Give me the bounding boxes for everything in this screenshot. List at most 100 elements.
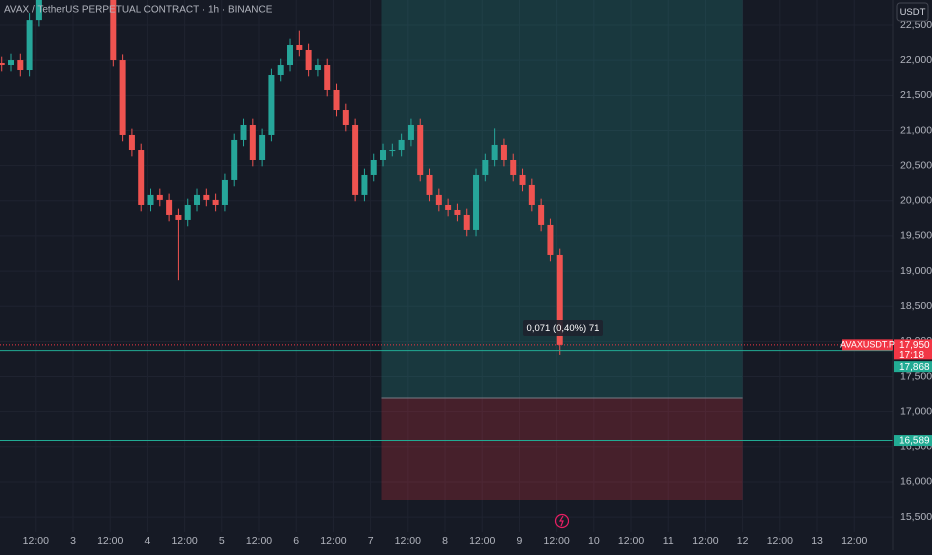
candle-body [435,194,442,205]
x-tick-label: 12:00 [97,535,123,547]
price-label-box [894,339,932,360]
grid [0,0,893,532]
x-tick-label: 9 [517,535,523,547]
x-tick-label: 8 [442,535,448,547]
overlay: 17,950 17,868 16,589 17:18 AVAXUSDT.P 0,071 (… [523,320,932,447]
candle-body [445,204,452,210]
candle-body [528,184,535,205]
x-tick-label: 5 [219,535,225,547]
candle-body [277,65,284,76]
replay-icon-bolt[interactable] [558,515,564,527]
symbol-tag-box [842,339,893,351]
candle-body [296,44,303,50]
price-label: 16,589 [899,436,930,447]
candle-body [0,62,5,66]
candle-body [491,144,498,160]
candle-body [352,124,359,195]
candle-body [556,254,563,345]
candle-body [8,60,15,66]
candle-body [231,139,238,180]
candle-body [147,194,154,205]
y-tick-label: 19,000 [900,265,932,277]
candle-body [156,194,163,200]
price-label-box [894,435,932,447]
x-tick-label: 3 [70,535,76,547]
candle-body [473,174,480,230]
candle-body [119,60,126,135]
x-tick-label: 12:00 [767,535,793,547]
candle-body [305,49,312,71]
y-tick-label: 17,000 [900,405,932,417]
replay-icon-circle[interactable] [554,513,570,529]
x-tick-label: 12:00 [395,535,421,547]
y-tick-label: 21,000 [900,124,932,136]
currency-button-label[interactable]: USDT [900,7,926,18]
candle-body [166,199,173,215]
candle-body [287,44,294,66]
replay-icon[interactable] [554,513,570,529]
candle-body [110,0,117,61]
y-tick-label: 20,500 [900,159,932,171]
price-label: 17,868 [899,362,930,373]
candle-body [389,150,396,152]
y-tick-label: 21,500 [900,89,932,101]
candle-body [138,150,145,205]
x-tick-label: 12:00 [23,535,49,547]
candle-body [519,174,526,185]
x-tick-label: 10 [588,535,600,547]
y-tick-label: 17,500 [900,370,932,382]
candle-body [221,179,228,205]
price-lines [0,344,893,442]
y-tick-label: 19,500 [900,230,932,242]
candle-body [259,134,266,160]
x-tick-label: 12:00 [469,535,495,547]
measure-box [523,320,603,336]
candle-body [268,75,275,135]
candle-body [538,204,545,225]
y-tick-label: 18,500 [900,300,932,312]
candle-body [17,60,24,71]
candle-body [398,139,405,151]
candle-body [314,65,321,71]
chart-title: AVAX / TetherUS PERPETUAL CONTRACT · 1h … [4,5,273,16]
candle-body [500,144,507,160]
candle-body [417,124,424,175]
candle-body [26,20,33,71]
x-tick-label: 6 [293,535,299,547]
candle-body [184,204,191,220]
x-tick-label: 12:00 [246,535,272,547]
symbol-tag: AVAXUSDT.P [840,340,895,350]
currency-button[interactable] [896,2,929,22]
candle-body [463,214,470,230]
loss-zone [381,398,743,501]
x-tick-label: 12:00 [320,535,346,547]
y-tick-label: 22,000 [900,54,932,66]
y-tick-label: 22,500 [900,19,932,31]
x-tick-label: 12:00 [841,535,867,547]
candle-body [407,124,414,140]
candles [0,0,563,355]
candle-body [342,110,349,125]
x-tick-label: 12:00 [692,535,718,547]
candle-body [333,89,340,111]
x-tick-label: 12:00 [543,535,569,547]
candle-body [128,134,135,151]
x-tick-label: 4 [144,535,150,547]
candle-body [203,194,210,200]
x-tick-label: 12:00 [171,535,197,547]
price-label: 17,950 [899,340,930,351]
x-tick-label: 7 [368,535,374,547]
candle-body [380,150,387,160]
x-tick-label: 12:00 [618,535,644,547]
countdown: 17:18 [899,350,924,361]
x-tick-label: 11 [663,535,674,547]
candle-body [482,159,489,175]
candle-body [510,159,517,175]
candle-body [249,124,256,160]
candle-body [454,209,461,215]
axes: 15,50016,00016,50017,00017,50018,00018,5… [23,19,932,547]
candle-body [426,174,433,195]
